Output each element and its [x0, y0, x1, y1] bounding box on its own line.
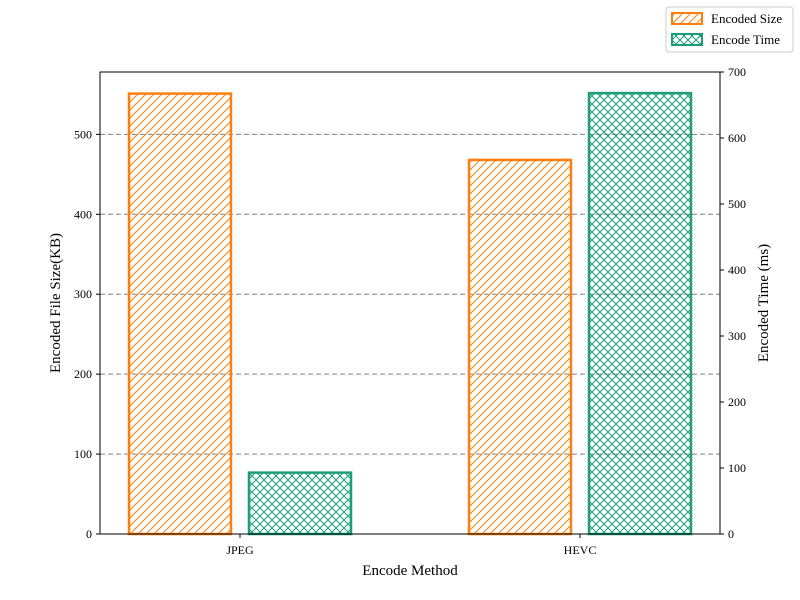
left-tick-label: 500: [74, 127, 92, 141]
left-tick-label: 200: [74, 367, 92, 381]
right-tick-label: 600: [728, 131, 746, 145]
legend-label-encoded-size: Encoded Size: [711, 11, 782, 26]
left-y-axis: 0 100 200 300 400 500: [74, 127, 100, 541]
right-tick-label: 500: [728, 197, 746, 211]
bars: [127, 91, 693, 536]
left-tick-label: 300: [74, 287, 92, 301]
right-y-axis: 0 100 200 300 400 500 600 700: [720, 65, 746, 541]
left-tick-label: 0: [86, 527, 92, 541]
plot-frame: [99, 71, 721, 535]
bar-encode-time-jpeg: [247, 471, 353, 536]
right-tick-label: 0: [728, 527, 734, 541]
left-tick-label: 400: [74, 207, 92, 221]
right-tick-label: 300: [728, 329, 746, 343]
x-axis: JPEG HEVC: [226, 534, 596, 557]
bar-encoded-size-hevc: [467, 158, 573, 536]
bar-encode-time-hevc: [587, 91, 693, 536]
legend-swatch-encode-time: [671, 33, 703, 46]
x-tick-label: HEVC: [564, 543, 597, 557]
x-tick-label: JPEG: [226, 543, 254, 557]
left-y-axis-label: Encoded File Size(KB): [48, 233, 64, 373]
right-tick-label: 700: [728, 65, 746, 79]
left-tick-label: 100: [74, 447, 92, 461]
legend-swatch-encoded-size: [671, 12, 703, 25]
legend-label-encode-time: Encode Time: [711, 32, 780, 47]
right-y-axis-label: Encoded Time (ms): [756, 244, 772, 362]
right-tick-label: 200: [728, 395, 746, 409]
x-axis-label: Encode Method: [362, 563, 458, 579]
legend: Encoded Size Encode Time: [665, 6, 794, 53]
right-tick-label: 400: [728, 263, 746, 277]
right-tick-label: 100: [728, 461, 746, 475]
bar-encoded-size-jpeg: [127, 92, 233, 536]
